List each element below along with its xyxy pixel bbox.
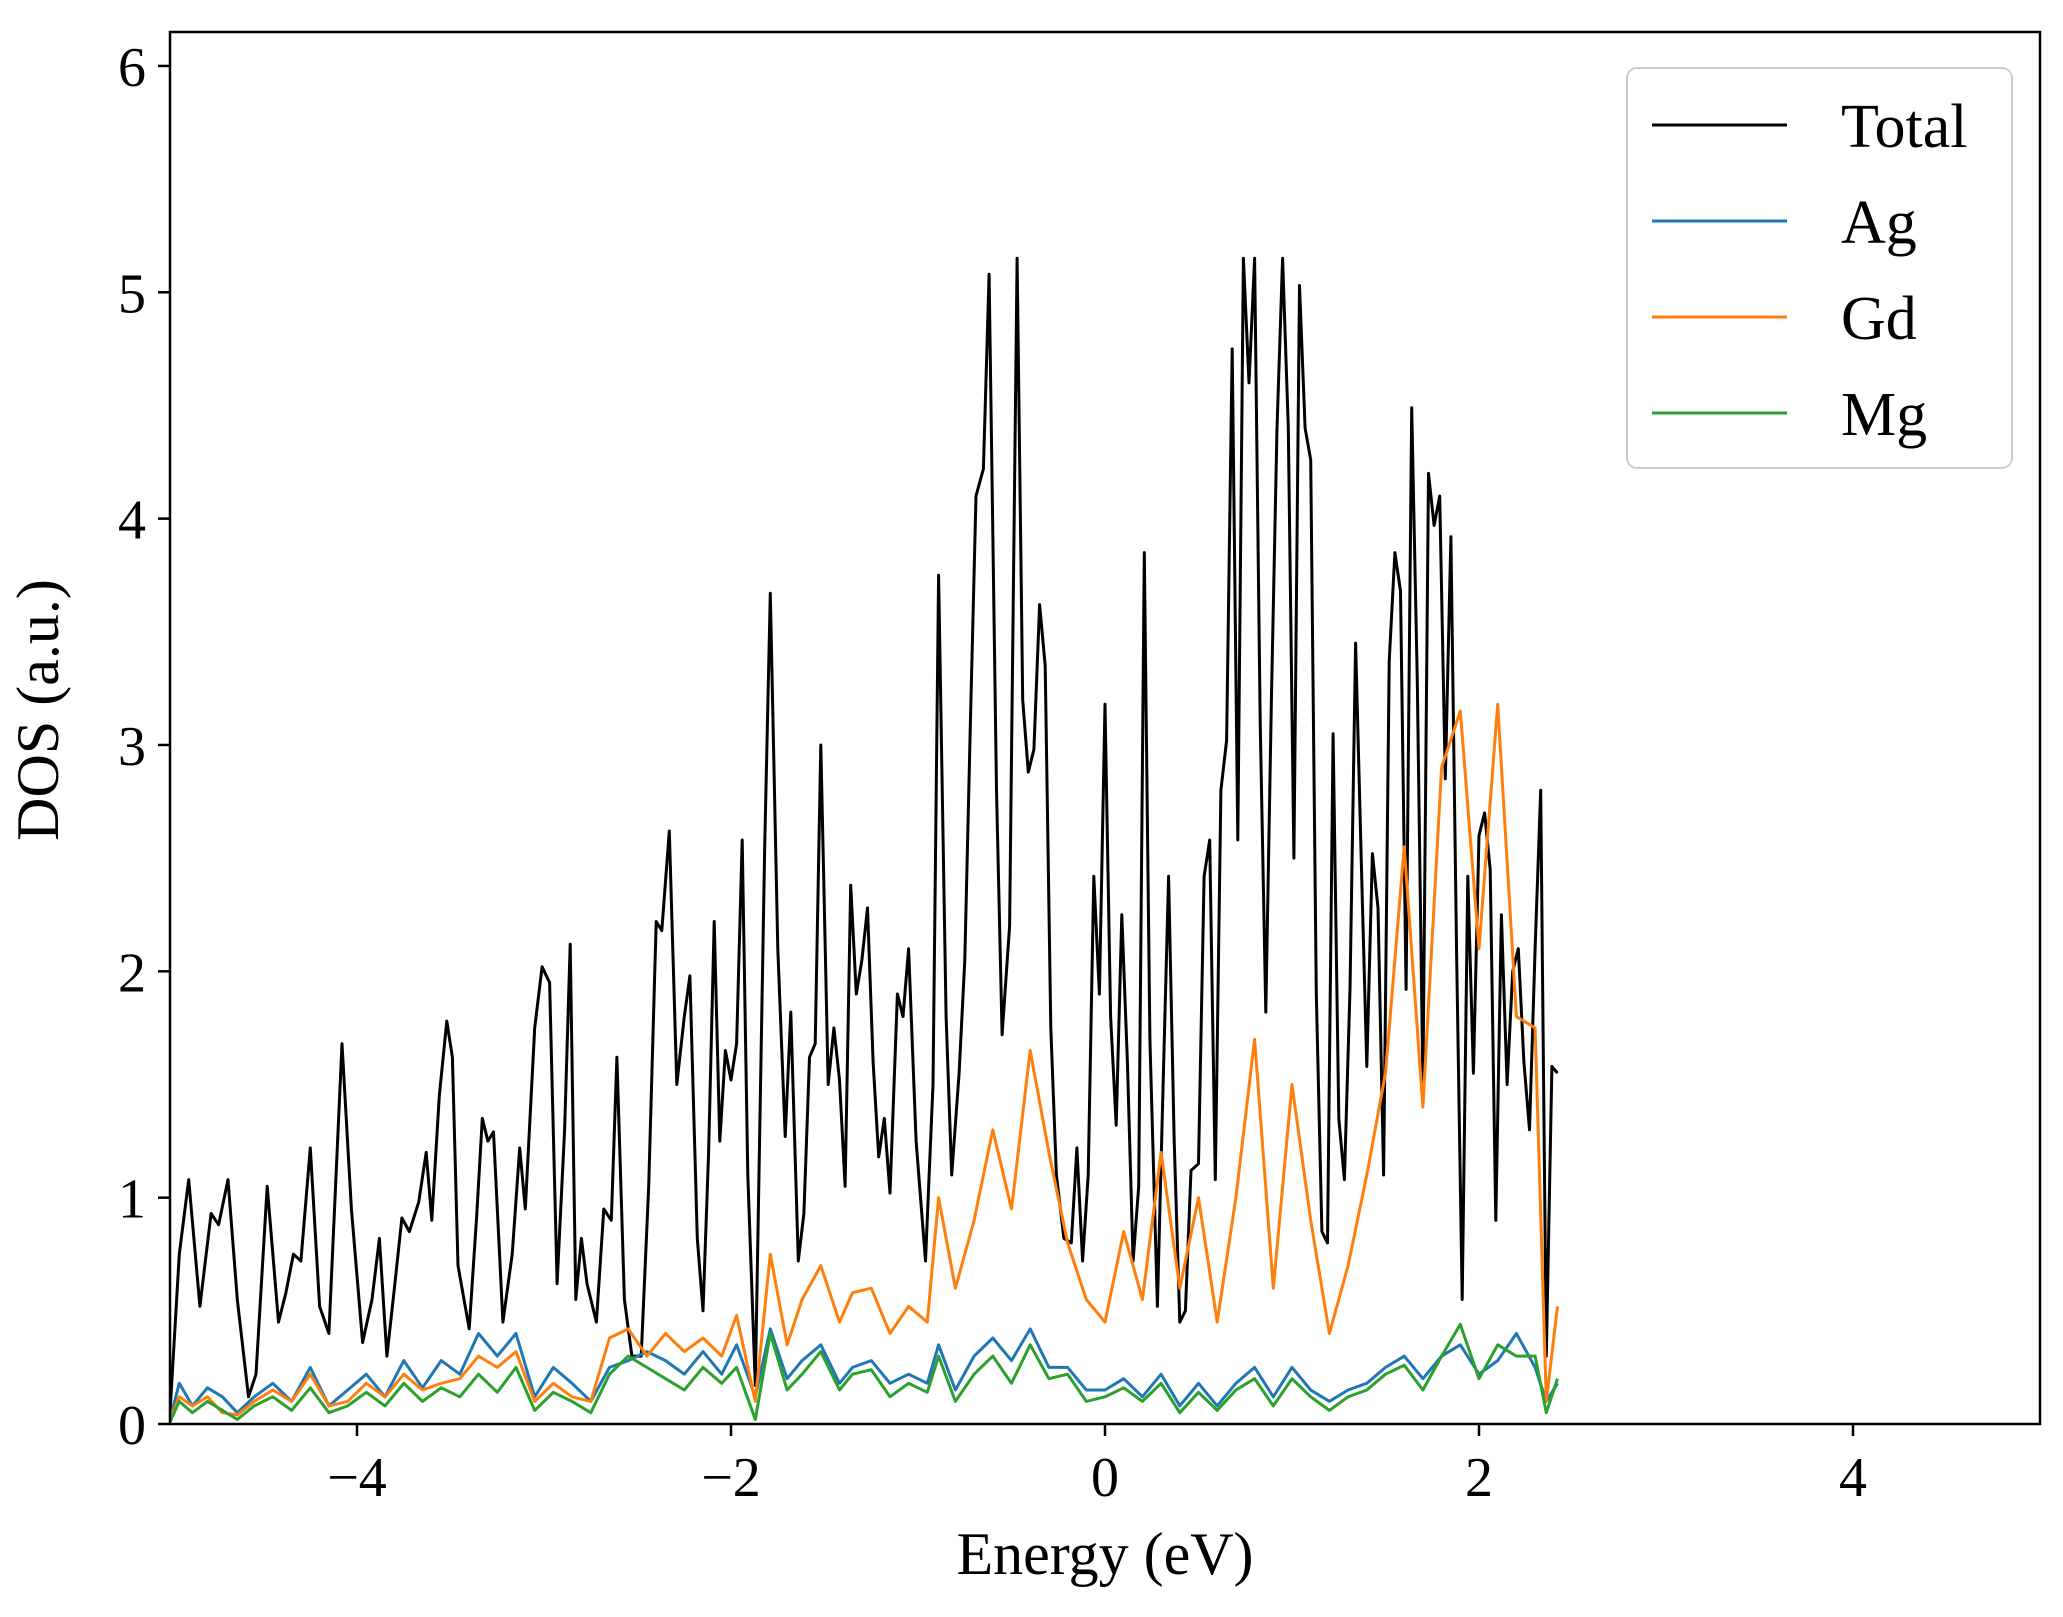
y-tick-label: 5 xyxy=(118,263,146,325)
x-tick-label: 4 xyxy=(1839,1447,1867,1509)
legend-label-gd: Gd xyxy=(1841,285,1917,353)
y-tick-label: 1 xyxy=(118,1169,146,1231)
legend-label-total: Total xyxy=(1841,93,1968,161)
x-tick-label: 2 xyxy=(1465,1447,1493,1509)
legend-box xyxy=(1626,67,2013,469)
legend-label-ag: Ag xyxy=(1841,189,1917,257)
x-axis-ticks: −4 −2 0 2 4 xyxy=(327,1424,1867,1509)
y-tick-label: 4 xyxy=(118,490,146,552)
x-tick-label: −2 xyxy=(701,1447,761,1509)
y-axis-label: DOS (a.u.) xyxy=(5,579,71,841)
y-axis-ticks: 0 1 2 3 4 5 6 xyxy=(118,37,170,1457)
y-tick-label: 0 xyxy=(118,1395,146,1457)
legend: Total Ag Gd Mg xyxy=(1626,67,2013,469)
legend-label-mg: Mg xyxy=(1841,381,1927,449)
x-tick-label: −4 xyxy=(327,1447,387,1509)
x-axis-label: Energy (eV) xyxy=(956,1521,1253,1587)
series-line-mg xyxy=(170,1322,1559,1423)
y-tick-label: 2 xyxy=(118,942,146,1004)
series-line-total xyxy=(170,256,1559,1413)
x-tick-label: 0 xyxy=(1091,1447,1119,1509)
series-line-gd xyxy=(170,702,1559,1421)
plot-area xyxy=(170,256,1559,1423)
y-tick-label: 3 xyxy=(118,716,146,778)
y-tick-label: 6 xyxy=(118,37,146,99)
